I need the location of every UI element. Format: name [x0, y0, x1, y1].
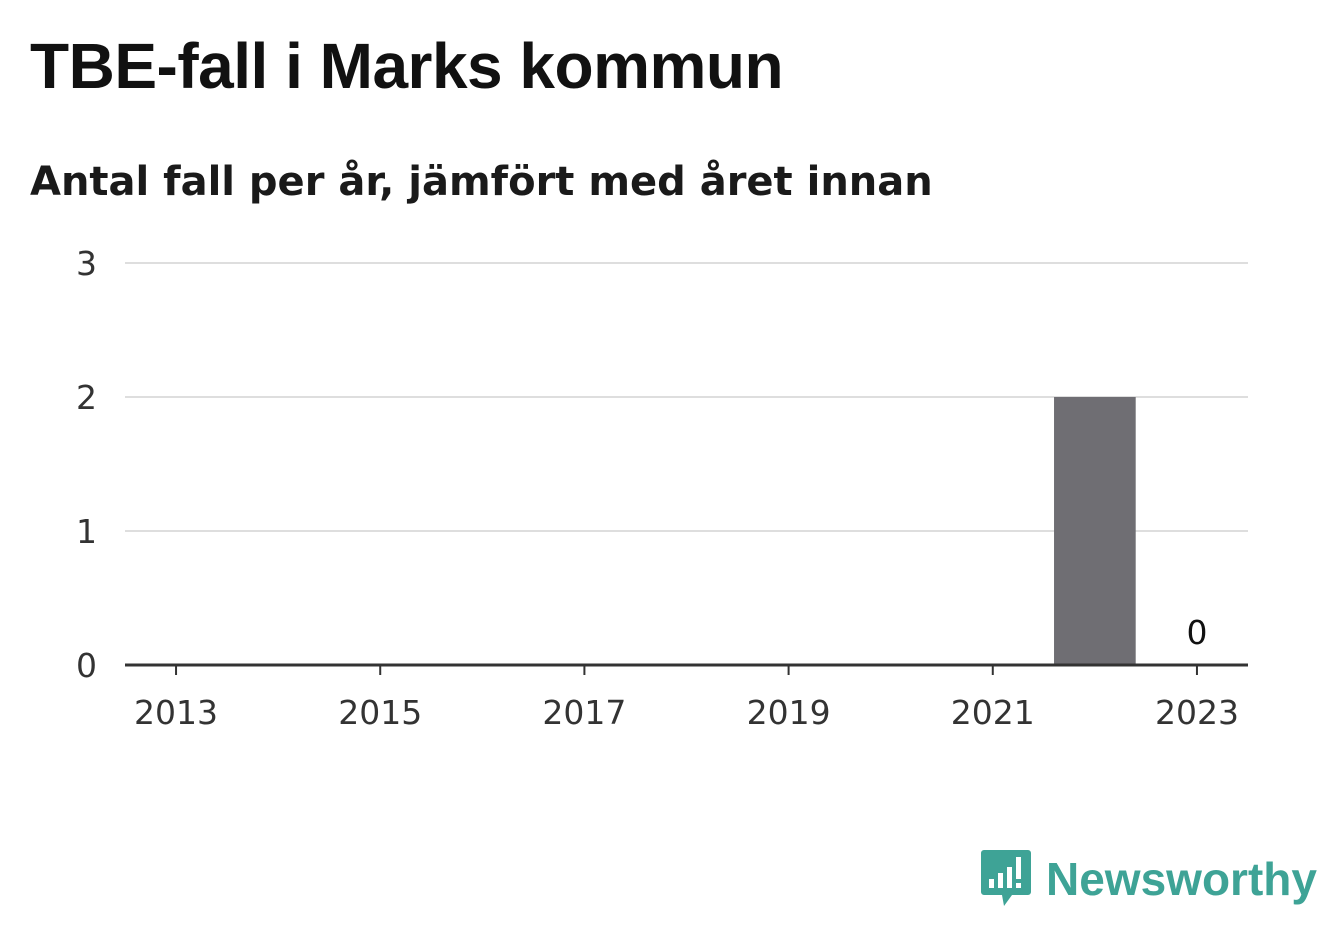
y-tick-label-3: 3 — [76, 244, 97, 283]
chart-title: TBE-fall i Marks kommun — [30, 30, 784, 102]
bar-2022 — [1054, 397, 1136, 665]
bars — [1054, 397, 1136, 665]
y-tick-label-1: 1 — [76, 512, 97, 551]
y-tick-label-2: 2 — [76, 378, 97, 417]
newsworthy-logo-icon — [981, 850, 1031, 906]
brand-name: Newsworthy — [1046, 853, 1317, 905]
y-tick-labels: 0 1 2 3 — [76, 244, 97, 685]
x-tick-label-2015: 2015 — [338, 693, 422, 732]
chart-subtitle: Antal fall per år, jämfört med året inna… — [30, 159, 933, 205]
y-tick-label-0: 0 — [76, 646, 97, 685]
x-tick-label-2019: 2019 — [747, 693, 831, 732]
x-tick-label-2023: 2023 — [1155, 693, 1239, 732]
x-tick-label-2021: 2021 — [951, 693, 1035, 732]
data-label-2023: 0 — [1186, 613, 1207, 652]
x-tick-label-2013: 2013 — [134, 693, 218, 732]
x-tick-label-2017: 2017 — [542, 693, 626, 732]
brand-logo: Newsworthy — [980, 848, 1317, 910]
data-labels: 0 — [1186, 613, 1207, 652]
x-tick-labels: 2013 2015 2017 2019 2021 2023 — [134, 665, 1239, 732]
